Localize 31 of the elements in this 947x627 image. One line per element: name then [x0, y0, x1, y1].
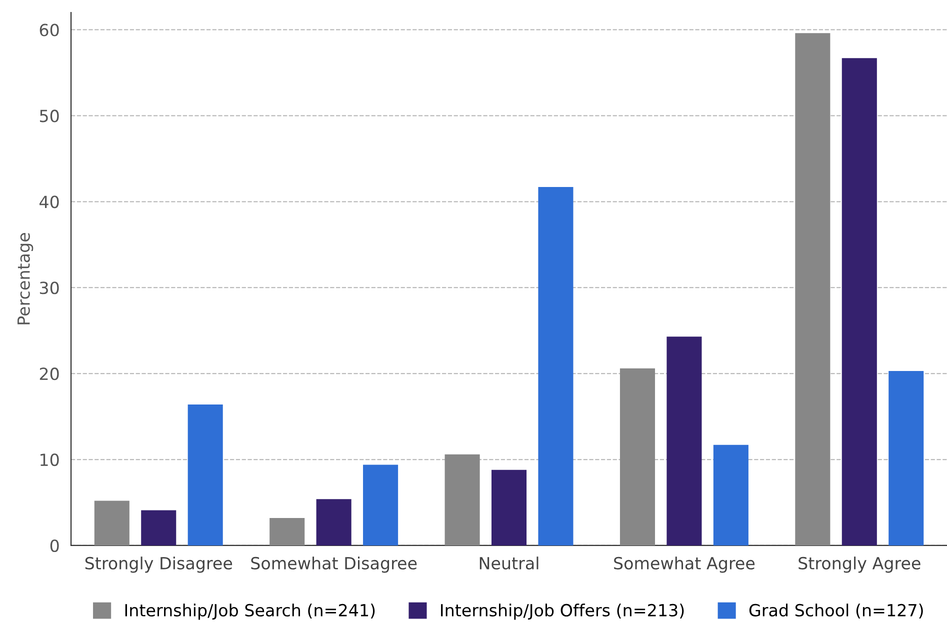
- x-tick-label: Strongly Disagree: [85, 556, 232, 573]
- y-axis-title: Percentage: [18, 233, 34, 324]
- legend-label: Internship/Job Offers (n=213): [441, 604, 684, 620]
- y-tick-label: 40: [40, 196, 59, 208]
- bar: [538, 187, 574, 546]
- y-tick-label: 10: [40, 453, 59, 466]
- y-tick-label: 30: [40, 282, 59, 294]
- bar: [444, 454, 480, 546]
- bar: [713, 444, 748, 546]
- x-tick-label: Somewhat Agree: [614, 556, 755, 573]
- bar: [94, 500, 130, 546]
- y-tick-label: 60: [40, 24, 59, 36]
- bar: [270, 518, 305, 546]
- y-tick-label: 0: [50, 539, 59, 552]
- bar: [188, 404, 223, 546]
- legend-label: Grad School (n=127): [749, 604, 923, 618]
- bar: [141, 510, 176, 546]
- legend-label: Internship/Job Search (n=241): [125, 604, 375, 620]
- x-tick-label: Neutral: [480, 556, 538, 570]
- x-tick-label: Strongly Agree: [798, 556, 920, 573]
- y-tick-label: 50: [40, 110, 59, 122]
- x-tick-label: Somewhat Disagree: [251, 556, 417, 573]
- bar: [842, 58, 877, 546]
- bar: [620, 368, 656, 546]
- bar: [795, 33, 830, 546]
- bar: [316, 499, 352, 546]
- bar: [888, 370, 924, 546]
- bar: [491, 470, 527, 546]
- bar: [666, 336, 702, 546]
- y-tick-label: 20: [40, 368, 59, 380]
- bar: [363, 464, 398, 546]
